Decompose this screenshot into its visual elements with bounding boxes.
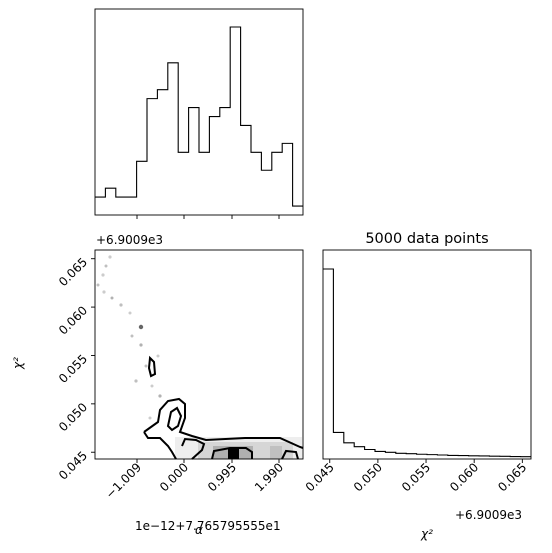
density-point <box>104 264 108 268</box>
density-point <box>128 311 132 315</box>
density-point <box>101 273 105 277</box>
density-point <box>110 296 114 300</box>
density-point <box>158 394 162 398</box>
density-xticks: −1.009 0.000 0.995 1.990 <box>103 459 286 502</box>
density-yticks: 0.045 0.050 0.055 0.060 0.065 <box>56 255 95 483</box>
density-xlabel: α <box>195 523 203 537</box>
chi2-histogram-xtick-label: 0.045 <box>303 460 337 494</box>
density-ytick-label: 0.060 <box>56 303 90 337</box>
density-point <box>139 343 143 347</box>
chi2-histogram-xtick-label: 0.055 <box>399 460 433 494</box>
density-point <box>148 416 152 420</box>
density-points-cloud <box>96 255 162 420</box>
density-outer-contour <box>143 397 304 449</box>
chi2-histogram-frame <box>322 249 532 460</box>
density-point <box>138 324 144 330</box>
density-point <box>130 334 134 338</box>
density-xtick-label: 0.000 <box>157 460 191 494</box>
density-point <box>96 283 100 287</box>
density-inner-contour <box>166 406 183 432</box>
chi2-histogram-xticks: 0.045 0.050 0.055 0.060 0.065 <box>303 459 529 494</box>
density-point <box>150 384 154 388</box>
chi2-histogram-panel: 5000 data points 0.045 0.050 0.055 0.060 0.0… <box>303 231 532 541</box>
chi2-histogram-title: 5000 data points <box>365 231 488 247</box>
chi2-histogram-step-line <box>323 268 531 458</box>
density-point <box>108 255 112 259</box>
density-inner-contour <box>281 449 299 460</box>
density-point <box>134 379 138 383</box>
alpha-histogram-step-line <box>95 26 303 207</box>
density-peak <box>228 448 239 459</box>
density-point <box>119 303 123 307</box>
alpha-histogram-frame <box>94 8 304 216</box>
density-point <box>156 354 160 358</box>
chi2-histogram-xtick-label: 0.065 <box>495 460 529 494</box>
density-contours <box>143 355 304 460</box>
chi2-histogram-xtick-label: 0.060 <box>447 460 481 494</box>
density-inner-contour <box>211 447 253 460</box>
density-point <box>102 290 106 294</box>
density-fill-level-4 <box>270 446 282 459</box>
density-y-offset-text: +6.9009e3 <box>96 233 163 247</box>
alpha-histogram-xticks <box>136 215 280 219</box>
density-ytick-label: 0.045 <box>56 448 90 482</box>
density-ytick-label: 0.065 <box>56 255 90 289</box>
density-outer-contour <box>143 431 177 460</box>
density-panel: +6.9009e3 <box>11 233 304 537</box>
density-xtick-label: −1.009 <box>103 460 144 501</box>
alpha-histogram-panel <box>94 8 304 219</box>
density-ytick-label: 0.050 <box>56 400 90 434</box>
density-xtick-label: 0.995 <box>205 460 239 494</box>
density-point <box>144 364 148 368</box>
density-ylabel: χ² <box>11 357 25 370</box>
density-frame <box>94 249 304 460</box>
chi2-x-offset-text: +6.9009e3 <box>455 508 522 522</box>
density-inner-contour <box>181 437 206 460</box>
density-xtick-label: 1.990 <box>252 460 286 494</box>
density-x-offset-text: 1e−12+7.765795555e1 <box>135 519 281 533</box>
chi2-histogram-xlabel: χ² <box>420 527 433 541</box>
density-ytick-label: 0.055 <box>56 352 90 386</box>
density-outer-contour <box>147 355 157 378</box>
chi2-histogram-xtick-label: 0.050 <box>351 460 385 494</box>
